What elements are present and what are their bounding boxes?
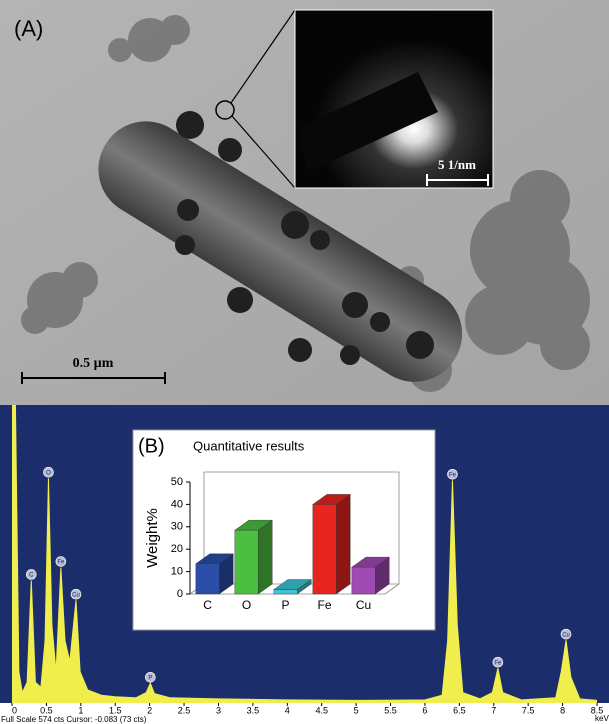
x-tick-label: 0: [12, 705, 17, 715]
x-axis-label: keV: [595, 714, 609, 723]
inset-title: Quantitative results: [193, 438, 305, 453]
x-tick-label: 2: [147, 705, 152, 715]
bar: [235, 530, 258, 594]
tem-image: [0, 0, 609, 405]
x-tick-label: 3: [216, 705, 221, 715]
peak-label: P: [148, 675, 152, 681]
bar-side: [258, 520, 272, 594]
peak-label: Fe: [494, 660, 502, 666]
peak-label: Fe: [57, 560, 65, 566]
x-tick-label: 7: [491, 705, 496, 715]
bar-side: [336, 494, 350, 594]
footer: Full Scale 574 cts Cursor: -0.083 (73 ct…: [1, 715, 147, 724]
x-tick-label: 0.5: [40, 705, 53, 715]
bar: [352, 567, 375, 594]
panel-label: (A): [14, 16, 43, 41]
y-tick-label: 0: [177, 588, 183, 600]
x-tick-label: C: [203, 598, 212, 612]
x-tick-label: 6.5: [453, 705, 466, 715]
x-tick-label: Cu: [356, 598, 371, 612]
x-tick-label: 4.5: [315, 705, 328, 715]
x-tick-label: 4: [285, 705, 290, 715]
y-tick-label: 20: [171, 543, 183, 555]
x-tick-label: 2.5: [178, 705, 191, 715]
peak-label: Cu: [562, 632, 570, 638]
bar: [274, 590, 297, 594]
x-tick-label: 8: [560, 705, 565, 715]
y-tick-label: 40: [171, 498, 183, 510]
x-tick-label: 3.5: [247, 705, 260, 715]
y-axis-label: Weight%: [144, 508, 161, 568]
x-tick-label: 7.5: [522, 705, 535, 715]
y-tick-label: 50: [171, 476, 183, 488]
y-tick-label: 30: [171, 521, 183, 533]
x-tick-label: 1: [78, 705, 83, 715]
x-tick-label: 5: [354, 705, 359, 715]
inset-label: (B): [138, 435, 165, 457]
x-tick-label: Fe: [318, 598, 332, 612]
x-tick-label: P: [282, 598, 290, 612]
figure: (A) 0.5 µm 5 1/nm 0 0.5 1 1.5 2 2.5 3 3.5 4 4.5 5 5…: [0, 0, 609, 724]
bar: [313, 504, 336, 594]
peak-label: O: [46, 470, 51, 476]
x-tick-label: 6: [422, 705, 427, 715]
x-tick-label: 1.5: [109, 705, 122, 715]
scale-bar-label: 0.5 µm: [73, 356, 114, 371]
peak-label: Cu: [72, 592, 80, 598]
x-tick-label: 5.5: [384, 705, 397, 715]
inset-scale-label: 5 1/nm: [438, 157, 476, 172]
y-tick-label: 10: [171, 566, 183, 578]
peak-label: Fe: [449, 472, 457, 478]
x-tick-label: O: [242, 598, 251, 612]
bar: [196, 564, 219, 594]
peak-label: C: [29, 573, 34, 579]
